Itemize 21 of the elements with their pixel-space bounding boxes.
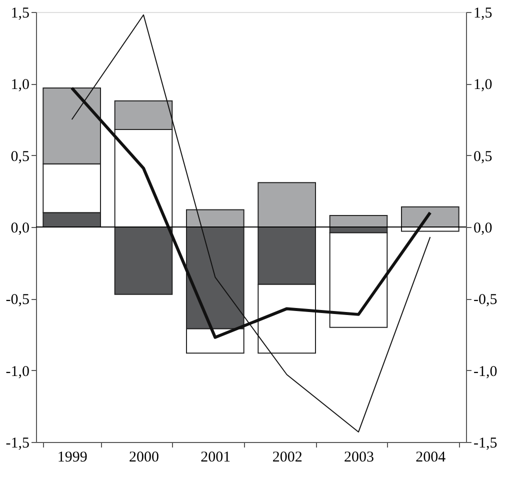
y2-tick-label: -0,5 bbox=[474, 292, 498, 308]
y-tick-label: -1,0 bbox=[6, 364, 30, 380]
y-tick-label: 1,5 bbox=[10, 6, 30, 22]
y-tick-label: -1,5 bbox=[6, 436, 30, 452]
y-tick-label: -0,5 bbox=[6, 292, 30, 308]
y2-tick-label: 1,5 bbox=[474, 6, 492, 22]
x-tick-label: 2002 bbox=[272, 450, 302, 466]
x-tick-label: 2004 bbox=[416, 450, 446, 466]
y2-tick-label: 0,0 bbox=[474, 220, 492, 236]
x-tick-label: 2003 bbox=[344, 450, 374, 466]
y-tick-label: 0,0 bbox=[10, 220, 30, 236]
y2-tick-label: 1,0 bbox=[474, 77, 492, 94]
line-series bbox=[71, 14, 431, 432]
x-tick-label: 2001 bbox=[200, 450, 231, 466]
y2-tick-label: 0,5 bbox=[474, 148, 492, 165]
x-tick-label: 1999 bbox=[57, 450, 88, 466]
x-tick-label: 2000 bbox=[129, 450, 159, 466]
y-tick-label: 0,5 bbox=[10, 148, 30, 165]
y2-tick-label: -1,0 bbox=[474, 364, 498, 380]
y-tick-label: 1,0 bbox=[10, 77, 30, 94]
y2-tick-label: -1,5 bbox=[474, 436, 498, 452]
